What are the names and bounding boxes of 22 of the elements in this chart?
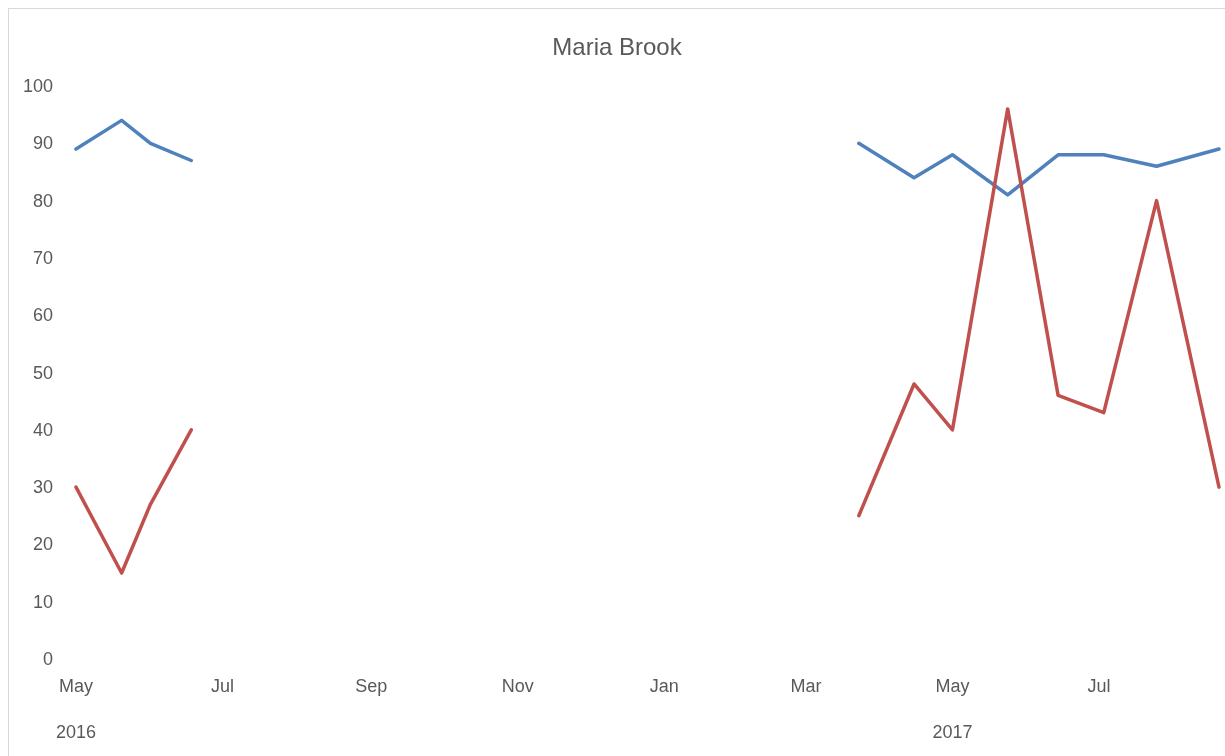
y-tick-label: 60 [32,305,53,326]
y-tick-label: 90 [32,133,53,154]
x-tick-label: Mar [790,676,822,696]
x-tick-label: May [58,676,94,696]
x-tick-label: Jul [210,676,234,696]
x-tick-label: May [935,676,970,696]
y-tick-label: 80 [32,190,53,211]
y-tick-label: 50 [32,362,53,383]
y-tick-label: 30 [32,477,53,498]
chart-title: Maria Brook [552,32,683,60]
y-tick-label: 40 [32,419,53,440]
x2-tick-label: 2016 [55,722,97,742]
y-tick-label: 10 [32,591,53,612]
y-tick-label: 20 [32,534,53,555]
y-tick-label: 100 [22,76,53,96]
y-tick-label: 70 [32,247,53,268]
x-tick-label: Sep [355,676,388,696]
x-tick-label: Jan [649,676,679,696]
y-tick-label: 0 [42,649,53,669]
x-tick-label: Nov [501,676,534,696]
x2-tick-label: 2017 [932,722,973,742]
x-tick-label: Jul [1087,676,1111,696]
